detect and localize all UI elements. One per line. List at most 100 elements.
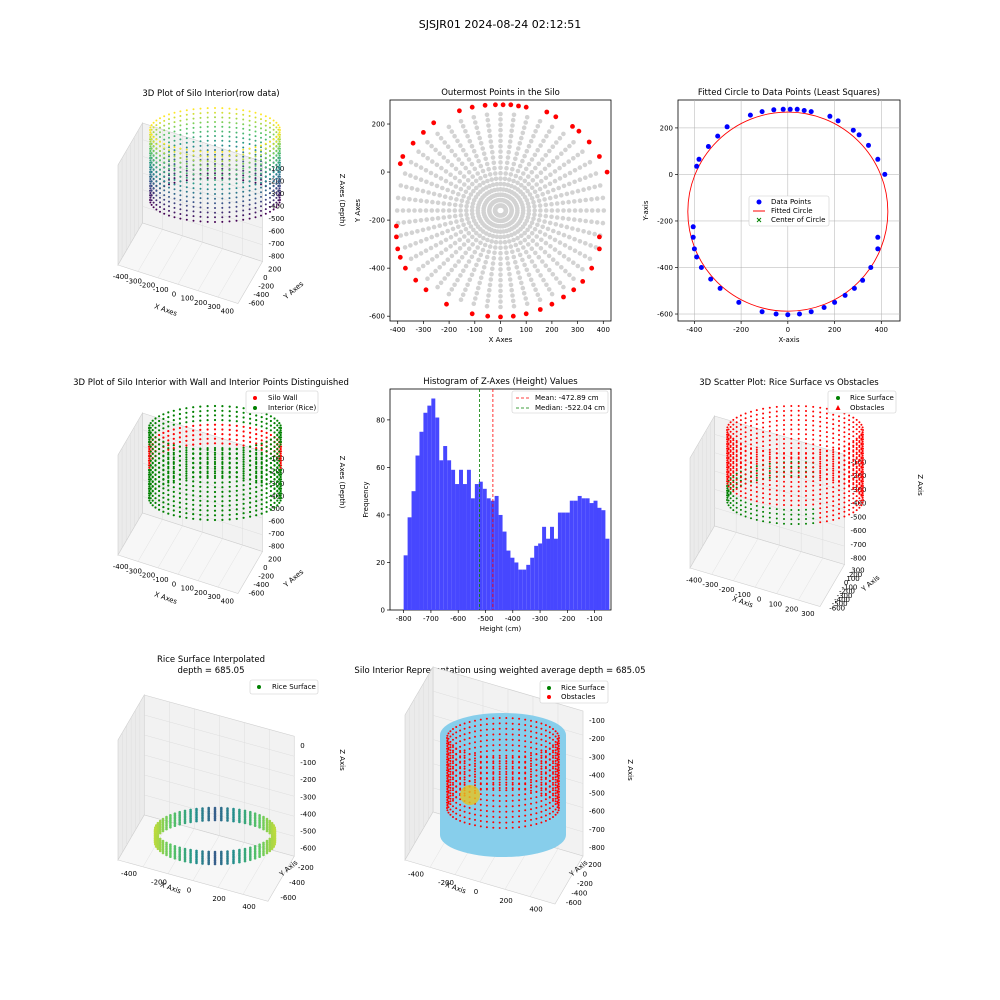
obstacle-point	[812, 503, 815, 506]
obstacle-point	[446, 798, 449, 801]
obstacle-point	[805, 504, 807, 506]
interior-point	[505, 261, 511, 266]
obstacle-point	[548, 774, 551, 777]
obstacle-point	[750, 429, 752, 432]
interior-point	[498, 144, 503, 149]
obstacle-point	[552, 728, 554, 730]
silo-point	[206, 174, 209, 177]
obstacle-point	[762, 431, 765, 434]
silo-point	[273, 431, 276, 434]
silo-point	[254, 144, 257, 147]
obstacle-point	[750, 503, 752, 506]
interior-point	[541, 277, 546, 283]
interior-point	[475, 285, 481, 291]
silo-point	[254, 111, 257, 114]
obstacle-point	[492, 826, 495, 829]
obstacle-point	[750, 512, 752, 515]
obstacle-point	[518, 826, 521, 829]
x-tick-label: 400	[529, 906, 542, 914]
obstacle-point	[843, 478, 846, 481]
obstacle-point	[744, 435, 747, 438]
obstacle-point	[479, 750, 482, 753]
obstacle-point	[790, 504, 793, 507]
obstacle-point	[729, 502, 732, 504]
silo-point	[206, 423, 209, 426]
interior-point	[566, 159, 571, 164]
obstacle-point	[855, 504, 858, 507]
interior-point	[418, 165, 424, 170]
obstacle-point	[557, 798, 560, 801]
obstacle-point	[735, 449, 738, 452]
obstacle-point	[455, 726, 458, 728]
silo-point	[228, 476, 231, 479]
z-tick-label: -600	[589, 808, 605, 816]
obstacle-point	[819, 498, 822, 500]
silo-point	[173, 167, 176, 170]
silo-point	[255, 461, 258, 464]
obstacle-point	[755, 441, 758, 444]
interior-point	[466, 246, 472, 251]
obstacle-point	[855, 490, 858, 493]
interior-point	[538, 170, 544, 175]
obstacle-point	[858, 483, 861, 486]
silo-point	[260, 498, 263, 501]
silo-point	[275, 164, 278, 167]
obstacle-point	[492, 760, 495, 763]
obstacle-point	[732, 453, 735, 456]
silo-point	[242, 146, 245, 149]
interior-point	[498, 133, 503, 138]
silo-point	[242, 165, 245, 168]
silo-point	[254, 160, 257, 163]
obstacle-point	[554, 751, 557, 754]
obstacle-point	[485, 739, 488, 742]
interior-point	[418, 198, 424, 203]
silo-point	[235, 517, 238, 520]
silo-point	[242, 474, 245, 477]
silo-point	[235, 173, 238, 176]
obstacle-point	[511, 787, 514, 790]
obstacle-point	[832, 427, 835, 430]
silo-point	[228, 107, 231, 110]
surface-point	[161, 839, 165, 843]
silo-point	[221, 437, 224, 440]
obstacle-point	[762, 440, 765, 443]
obstacle-point	[518, 815, 521, 818]
interior-point	[540, 191, 545, 197]
silo-point	[173, 146, 176, 149]
interior-point	[539, 237, 544, 243]
silo-point	[269, 503, 272, 507]
obstacle-point	[552, 767, 554, 770]
obstacle-point	[790, 499, 793, 502]
silo-point	[248, 161, 251, 164]
y-axis-label: Y Axis	[859, 573, 881, 594]
obstacle-point	[812, 429, 815, 432]
obstacle-point	[755, 514, 758, 517]
obstacle-point	[729, 483, 732, 486]
surface-point	[169, 822, 172, 826]
obstacle-point	[544, 724, 547, 727]
silo-point	[149, 464, 152, 467]
obstacle-point	[511, 756, 514, 759]
obstacle-point	[852, 441, 855, 444]
obstacle-point	[744, 473, 747, 476]
obstacle-point	[739, 485, 742, 488]
silo-point	[178, 515, 181, 518]
interior-point	[493, 176, 499, 182]
interior-point	[510, 123, 515, 128]
silo-point	[172, 419, 175, 422]
obstacle-point	[805, 518, 807, 520]
interior-point	[562, 173, 568, 178]
silo-point	[213, 453, 217, 456]
silo-point	[150, 133, 153, 136]
interior-point	[511, 178, 516, 184]
obstacle-point	[459, 760, 462, 763]
obstacle-point	[843, 487, 846, 490]
obstacle-point	[729, 497, 732, 500]
silo-point	[168, 149, 170, 152]
silo-point	[214, 116, 216, 119]
obstacle-point	[556, 764, 559, 767]
interior-point	[452, 153, 458, 158]
obstacle-point	[544, 760, 547, 763]
silo-point	[192, 196, 195, 199]
silo-point	[155, 152, 158, 155]
